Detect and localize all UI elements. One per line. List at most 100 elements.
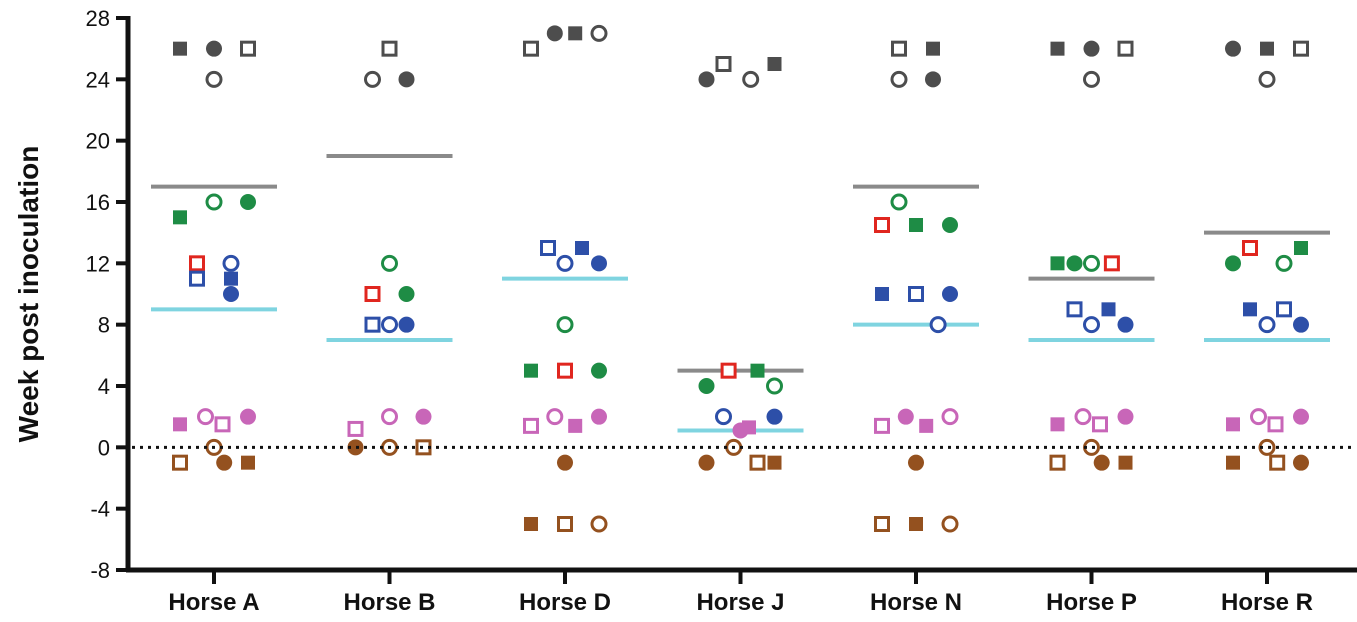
data-point-horse-b-25 — [364, 286, 381, 302]
data-point-horse-r-121 — [1258, 316, 1276, 334]
data-point-horse-p-100 — [1101, 302, 1116, 317]
data-point-horse-j-64 — [766, 408, 783, 425]
data-point-horse-j-59 — [720, 362, 737, 379]
data-point-horse-n-90 — [941, 515, 959, 533]
data-point-horse-n-85 — [919, 418, 934, 433]
data-point-horse-p-101 — [1083, 316, 1100, 334]
data-point-horse-n-76 — [874, 217, 890, 233]
data-point-horse-b-26 — [364, 316, 381, 333]
data-point-horse-p-95 — [1050, 256, 1065, 271]
data-points — [172, 24, 1309, 533]
data-point-horse-p-109 — [1093, 454, 1110, 471]
data-point-horse-p-91 — [1050, 41, 1065, 56]
data-point-horse-r-111 — [1225, 40, 1241, 57]
y-tick-label: 12 — [86, 251, 110, 276]
data-point-horse-a-3 — [205, 70, 223, 88]
data-point-horse-p-99 — [1066, 301, 1083, 318]
data-point-horse-d-49 — [568, 418, 583, 433]
x-category-label: Horse N — [870, 589, 962, 616]
data-point-horse-j-58 — [767, 57, 782, 71]
data-point-horse-d-36 — [546, 25, 563, 42]
data-point-horse-j-66 — [742, 420, 756, 435]
data-point-horse-b-30 — [381, 408, 398, 426]
data-point-horse-b-20 — [381, 40, 398, 57]
data-point-horse-p-104 — [1074, 408, 1092, 426]
x-category-label: Horse A — [168, 589, 259, 616]
data-point-horse-j-69 — [749, 454, 766, 471]
data-point-horse-n-84 — [897, 408, 914, 425]
data-point-horse-d-38 — [590, 24, 608, 42]
x-category-label: Horse P — [1046, 589, 1137, 616]
data-point-horse-p-110 — [1118, 455, 1133, 470]
x-category-label: Horse J — [696, 589, 784, 616]
data-point-horse-j-60 — [750, 363, 765, 378]
data-point-horse-a-12 — [173, 417, 187, 432]
data-point-horse-a-8 — [189, 270, 205, 287]
data-point-horse-n-81 — [942, 286, 958, 302]
data-point-horse-d-52 — [524, 517, 538, 531]
data-point-horse-n-82 — [929, 316, 947, 334]
data-point-horse-d-35 — [523, 40, 539, 57]
y-tick-label: 4 — [98, 374, 110, 399]
data-point-horse-p-96 — [1066, 255, 1083, 272]
data-point-horse-a-2 — [240, 40, 256, 57]
data-point-horse-b-31 — [415, 408, 432, 425]
data-point-horse-n-72 — [926, 41, 940, 56]
data-point-horse-d-53 — [557, 516, 573, 532]
data-point-horse-b-24 — [398, 286, 415, 302]
data-point-horse-d-47 — [523, 417, 539, 434]
data-point-horse-a-5 — [205, 193, 223, 211]
data-point-horse-r-130 — [1293, 454, 1309, 471]
data-point-horse-d-48 — [546, 408, 564, 426]
data-point-horse-r-119 — [1243, 302, 1257, 317]
data-point-horse-n-87 — [908, 454, 924, 471]
data-point-horse-r-112 — [1260, 41, 1274, 56]
data-point-horse-r-128 — [1226, 455, 1240, 470]
data-point-horse-p-103 — [1050, 417, 1065, 432]
data-point-horse-j-55 — [698, 71, 715, 88]
data-point-horse-d-50 — [591, 408, 607, 425]
data-point-horse-a-18 — [216, 454, 233, 471]
data-point-horse-b-21 — [364, 70, 381, 88]
data-point-horse-a-19 — [241, 455, 255, 470]
data-point-horse-n-74 — [925, 71, 941, 88]
data-point-horse-d-54 — [590, 515, 608, 533]
data-point-horse-a-15 — [240, 408, 256, 425]
data-point-horse-j-70 — [767, 455, 782, 470]
data-point-horse-b-27 — [381, 316, 398, 334]
data-point-horse-n-83 — [874, 417, 890, 434]
data-point-horse-d-37 — [568, 26, 583, 41]
data-point-horse-r-118 — [1275, 254, 1293, 272]
data-point-horse-n-88 — [874, 516, 890, 532]
x-category-label: Horse B — [343, 589, 435, 616]
data-point-horse-p-93 — [1117, 40, 1134, 57]
x-category-label: Horse D — [519, 589, 611, 616]
data-point-horse-p-102 — [1117, 316, 1134, 333]
data-point-horse-n-89 — [909, 517, 923, 531]
data-point-horse-a-4 — [173, 210, 187, 225]
data-point-horse-r-115 — [1242, 240, 1258, 256]
data-point-horse-r-113 — [1293, 40, 1309, 57]
data-point-horse-r-122 — [1293, 316, 1309, 333]
data-point-horse-r-120 — [1276, 301, 1292, 318]
data-point-horse-a-17 — [172, 454, 188, 471]
data-point-horse-p-94 — [1083, 70, 1100, 88]
y-tick-label: 24 — [86, 67, 110, 92]
y-tick-label: 0 — [98, 435, 110, 460]
data-point-horse-r-123 — [1226, 417, 1240, 432]
data-point-horse-b-22 — [398, 71, 415, 88]
data-point-horse-n-86 — [941, 408, 959, 426]
data-point-horse-n-77 — [909, 218, 923, 232]
data-point-horse-r-116 — [1294, 241, 1308, 255]
data-point-horse-p-108 — [1049, 454, 1066, 471]
data-point-horse-n-79 — [875, 287, 889, 301]
y-axis-title: Week post inoculation — [13, 146, 44, 443]
data-point-horse-b-23 — [381, 254, 398, 272]
data-point-horse-a-10 — [224, 271, 238, 286]
data-point-horse-n-73 — [890, 70, 908, 88]
data-point-horse-n-75 — [890, 193, 908, 211]
y-tick-label: 16 — [86, 190, 110, 215]
y-tick-label: 20 — [86, 129, 110, 154]
data-point-horse-n-80 — [908, 286, 924, 302]
